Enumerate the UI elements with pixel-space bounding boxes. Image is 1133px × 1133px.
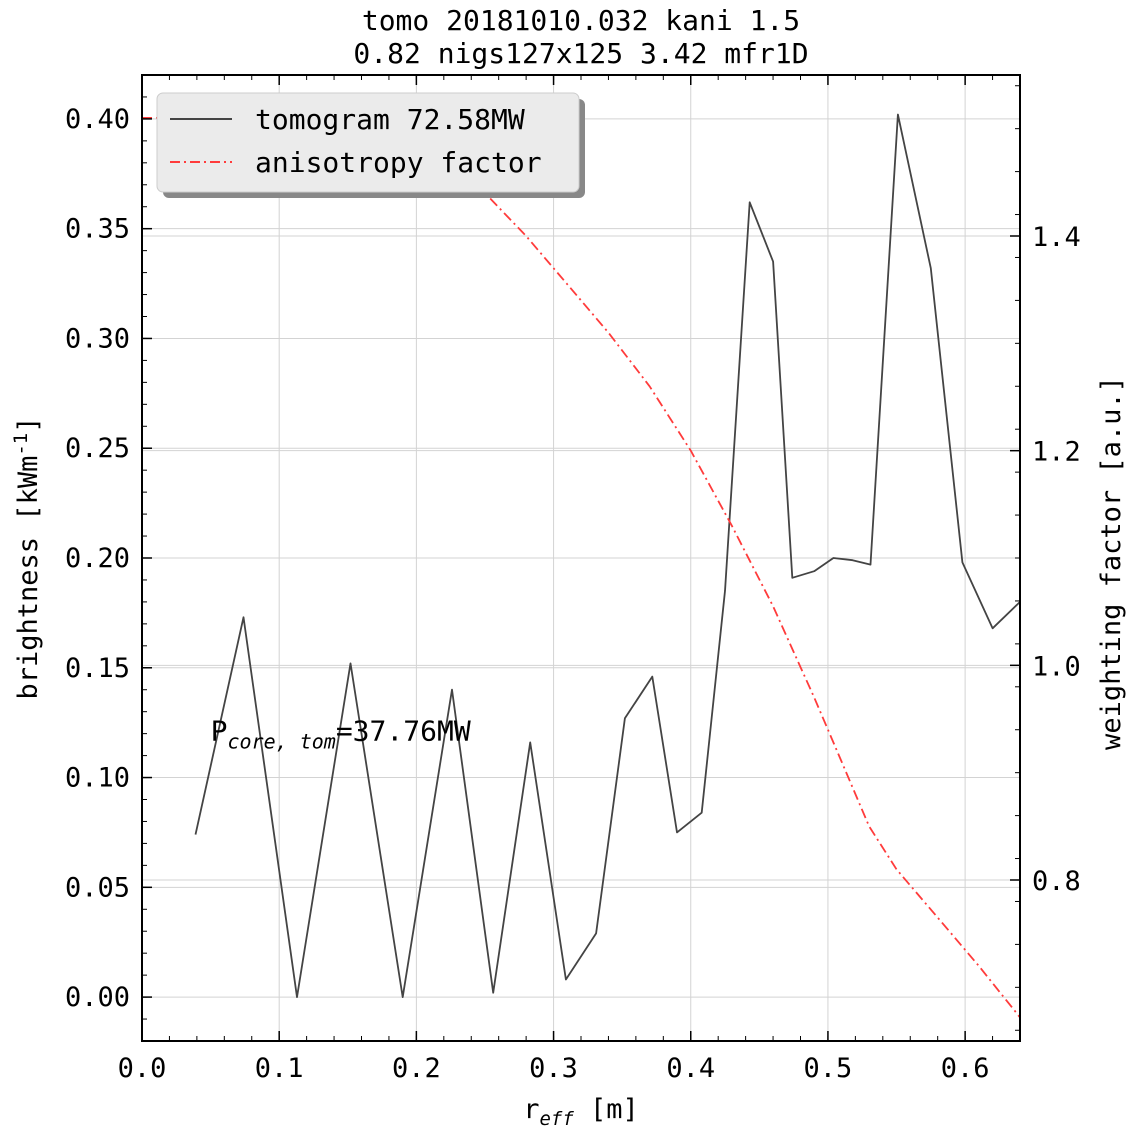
x-tick-label: 0.5 [804,1053,853,1084]
y-axis-left-label: brightness [kWm-1] [10,417,44,700]
y-axis-left-label-close: ] [13,417,44,433]
x-tick-label: 0.0 [118,1053,167,1084]
x-axis-label-unit: [m] [574,1094,639,1125]
annotation-base: P [211,715,228,748]
y-right-tick-label: 1.0 [1032,651,1081,682]
chart-title: tomo 20181010.032 kani 1.5 [362,4,800,37]
y-right-tick-label: 1.4 [1032,222,1081,253]
x-axis-label: reff [m] [523,1094,639,1130]
y-axis-right-label: weighting factor [a.u.] [1096,376,1127,750]
legend-box [156,92,580,193]
series-line-tomogram [194,113,1021,998]
y-left-tick-label: 0.10 [65,763,130,794]
legend: tomogram 72.58MW anisotropy factor [156,92,585,198]
ticks: 0.0 0.1 0.2 0.3 0.4 0.5 0.6 0.00 0.05 0.10 0.15 0.2… [65,74,1081,1084]
y-left-tick-label: 0.40 [65,104,130,135]
y-right-tick-label: 1.2 [1032,437,1081,468]
y-right-tick-label: 0.8 [1032,866,1081,897]
y-left-tick-label: 0.05 [65,872,130,903]
y-axis-left-label-text: brightness [kWm [13,456,44,700]
y-left-tick-label: 0.30 [65,323,130,354]
x-tick-label: 0.6 [941,1053,990,1084]
y-left-tick-label: 0.00 [65,982,130,1013]
y-left-tick-label: 0.25 [65,433,130,464]
y-axis-left-label-superscript: -1 [10,433,32,456]
y-left-tick-label: 0.20 [65,543,130,574]
grid-lines [141,75,1020,1041]
annotation-value: =37.76MW [336,715,471,748]
y-left-tick-label: 0.15 [65,653,130,684]
x-axis-label-subscript: eff [539,1108,574,1130]
x-tick-label: 0.2 [392,1053,441,1084]
annotation-subscript: core, tom [227,730,335,754]
x-tick-label: 0.1 [255,1053,304,1084]
legend-label-anisotropy: anisotropy factor [255,146,542,179]
legend-label-tomogram: tomogram 72.58MW [255,103,525,136]
chart-subtitle: 0.82 nigs127x125 3.42 mfr1D [353,37,808,70]
x-tick-label: 0.4 [666,1053,715,1084]
x-tick-label: 0.3 [529,1053,578,1084]
core-power-annotation: Pcore, tom=37.76MW [211,715,471,754]
y-left-tick-label: 0.35 [65,214,130,245]
x-axis-label-base: r [523,1094,539,1125]
